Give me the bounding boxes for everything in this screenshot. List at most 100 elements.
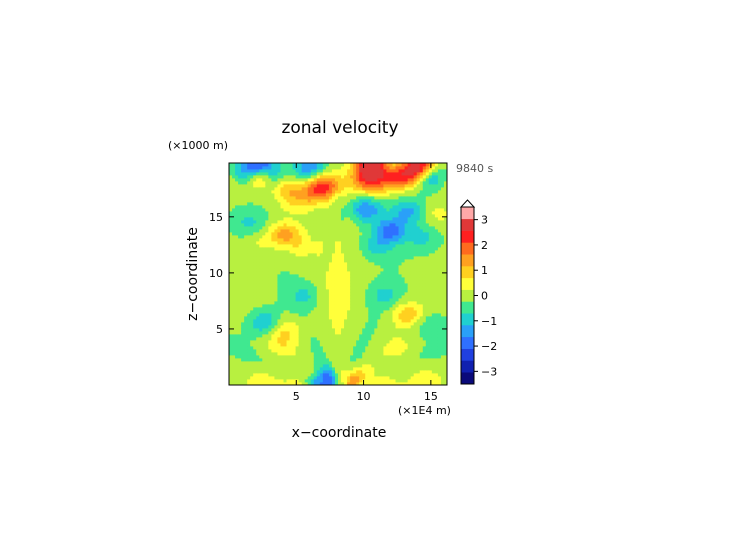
heatmap-cell [310,238,315,242]
heatmap-cell [334,328,339,332]
heatmap-cell [389,274,393,278]
heatmap-cell [395,340,399,344]
heatmap-cell [359,163,363,167]
heatmap-cell [235,352,239,356]
heatmap-cell [310,301,315,305]
heatmap-cell [253,202,257,206]
heatmap-cell [362,337,366,341]
heatmap-cell [304,301,309,305]
heatmap-cell [383,301,387,305]
heatmap-cell [316,376,321,380]
heatmap-cell [280,271,284,275]
heatmap-cell [365,316,369,320]
heatmap-cell [301,226,306,230]
heatmap-cell [419,214,424,218]
heatmap-cell [362,235,366,239]
heatmap-cell [286,235,290,239]
heatmap-cell [407,208,412,212]
heatmap-cell [292,208,297,212]
heatmap-cell [395,292,399,296]
heatmap-cell [313,223,318,227]
heatmap-cell [301,223,306,227]
heatmap-cell [356,277,360,281]
heatmap-cell [229,298,233,302]
heatmap-cell [377,202,381,206]
heatmap-cell [274,364,278,368]
heatmap-cell [371,253,375,257]
heatmap-cell [235,193,239,197]
heatmap-cell [398,238,402,242]
heatmap-cell [386,253,390,257]
heatmap-cell [401,250,406,254]
heatmap-cell [359,172,363,176]
heatmap-cell [347,283,351,287]
heatmap-cell [395,196,399,200]
heatmap-cell [271,181,275,185]
y-scale-label: (×1000 m) [168,139,228,152]
heatmap-cell [359,187,363,191]
heatmap-cell [350,295,354,299]
heatmap-cell [377,241,381,245]
heatmap-cell [313,283,318,287]
heatmap-cell [256,295,260,299]
heatmap-cell [289,241,293,245]
heatmap-cell [244,217,248,221]
heatmap-cell [265,256,269,260]
heatmap-cell [377,166,381,170]
heatmap-cell [328,274,333,278]
heatmap-cell [413,349,418,353]
heatmap-cell [377,340,381,344]
heatmap-cell [407,370,412,374]
heatmap-cell [313,226,318,230]
heatmap-cell [419,289,424,293]
heatmap-cell [271,214,275,218]
heatmap-cell [313,232,318,236]
heatmap-cell [419,178,424,182]
heatmap-cell [413,208,418,212]
heatmap-cell [362,262,366,266]
heatmap-cell [401,352,406,356]
heatmap-cell [292,346,297,350]
heatmap-cell [392,271,396,275]
heatmap-cell [310,241,315,245]
heatmap-cell [350,193,354,197]
heatmap-cell [325,325,330,329]
heatmap-cell [389,295,393,299]
heatmap-cell [341,379,345,383]
heatmap-cell [313,316,318,320]
heatmap-cell [347,274,351,278]
heatmap-cell [310,253,315,257]
heatmap-cell [229,169,233,173]
heatmap-cell [377,229,381,233]
heatmap-cell [371,217,375,221]
heatmap-cell [419,298,424,302]
heatmap-cell [374,271,378,275]
heatmap-cell [425,259,430,263]
heatmap-cell [238,226,242,230]
heatmap-cell [298,259,303,263]
heatmap-cell [407,205,412,209]
heatmap-cell [401,259,406,263]
heatmap-cell [374,334,378,338]
heatmap-cell [322,328,327,332]
heatmap-cell [419,226,424,230]
heatmap-cell [289,235,293,239]
heatmap-cell [241,355,245,359]
heatmap-cell [328,172,333,176]
heatmap-cell [422,211,427,215]
heatmap-cell [413,265,418,269]
heatmap-cell [253,229,257,233]
heatmap-cell [331,346,336,350]
heatmap-cell [295,337,300,341]
heatmap-cell [298,247,303,251]
heatmap-cell [344,361,348,365]
heatmap-cell [295,292,300,296]
heatmap-cell [298,208,303,212]
heatmap-cell [244,190,248,194]
heatmap-cell [238,217,242,221]
heatmap-cell [319,211,324,215]
heatmap-cell [334,370,339,374]
heatmap-cell [250,166,254,170]
heatmap-cell [395,373,399,377]
heatmap-cell [419,304,424,308]
